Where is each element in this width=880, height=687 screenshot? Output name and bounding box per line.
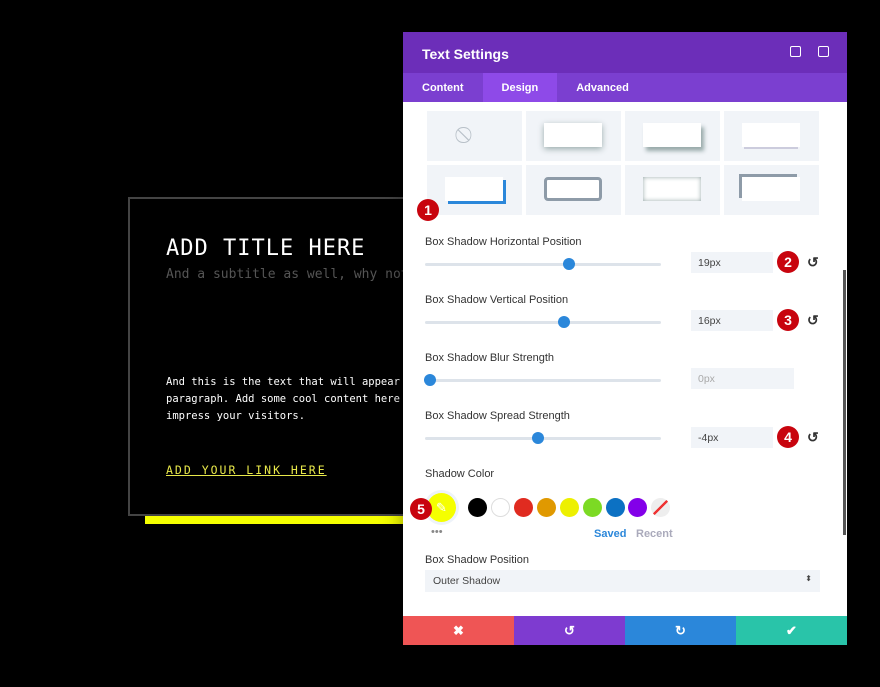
body-line: impress your visitors.: [166, 410, 306, 422]
slider-thumb[interactable]: [532, 432, 545, 444]
slider-thumb[interactable]: [558, 316, 571, 328]
action-bar: ✖ ↺ ↻ ✔: [403, 616, 847, 645]
tab-design[interactable]: Design: [482, 73, 558, 102]
spread-input[interactable]: -4px: [691, 427, 773, 448]
panel-title: Text Settings: [422, 46, 509, 62]
swatch-red[interactable]: [514, 498, 533, 517]
preset-6[interactable]: [526, 165, 621, 215]
field-label: Shadow Color: [425, 468, 495, 480]
step-badge: 5: [410, 498, 432, 520]
slider-thumb[interactable]: [423, 374, 436, 386]
slider-blur[interactable]: [423, 374, 661, 386]
swatch-black[interactable]: [468, 498, 487, 517]
preview-title: ADD TITLE HERE: [166, 236, 366, 261]
slider-vertical[interactable]: [425, 316, 661, 328]
select-value: Outer Shadow: [433, 575, 501, 587]
shadow-position-select[interactable]: Outer Shadow ⬍: [425, 570, 820, 592]
swatch-white[interactable]: [491, 498, 510, 517]
field-label: Box Shadow Blur Strength: [425, 352, 555, 364]
preview-subtitle: And a subtitle as well, why not: [166, 267, 409, 282]
preset-7[interactable]: [625, 165, 720, 215]
step-badge: 3: [777, 309, 799, 331]
reset-icon[interactable]: ↺: [807, 312, 819, 328]
preset-2[interactable]: [526, 111, 621, 161]
fullscreen-icon[interactable]: [790, 46, 801, 57]
tab-content[interactable]: Content: [422, 82, 464, 94]
slider-thumb[interactable]: [562, 258, 575, 270]
preview-link[interactable]: ADD YOUR LINK HERE: [166, 463, 327, 477]
field-label: Box Shadow Horizontal Position: [425, 236, 582, 248]
blur-input[interactable]: 0px: [691, 368, 794, 389]
swatch-yellow[interactable]: [560, 498, 579, 517]
tab-bar: Content Design Advanced: [403, 73, 847, 102]
cancel-button[interactable]: ✖: [403, 616, 514, 645]
select-arrows-icon: ⬍: [805, 574, 812, 583]
tab-advanced[interactable]: Advanced: [576, 82, 629, 94]
slider-horizontal[interactable]: [425, 258, 661, 270]
field-label: Box Shadow Vertical Position: [425, 294, 569, 306]
swatch-transparent[interactable]: [651, 498, 670, 517]
slider-spread[interactable]: [425, 432, 661, 444]
step-badge: 2: [777, 251, 799, 273]
field-label: Box Shadow Spread Strength: [425, 410, 570, 422]
preset-3[interactable]: [625, 111, 720, 161]
preset-5-selected[interactable]: [427, 165, 522, 215]
vertical-input[interactable]: 16px: [691, 310, 773, 331]
body-line: And this is the text that will appear a: [166, 376, 413, 388]
body-line: paragraph. Add some cool content here t: [166, 393, 413, 405]
recent-tab[interactable]: Recent: [636, 528, 673, 540]
step-badge: 1: [417, 199, 439, 221]
preset-8[interactable]: [724, 165, 819, 215]
preset-4[interactable]: [724, 111, 819, 161]
step-badge: 4: [777, 426, 799, 448]
panel-header: Text Settings: [403, 32, 847, 73]
swatch-purple[interactable]: [628, 498, 647, 517]
preset-none[interactable]: ⃠: [427, 111, 522, 161]
sidebar-toggle-icon[interactable]: [818, 46, 829, 57]
horizontal-input[interactable]: 19px: [691, 252, 773, 273]
swatch-green[interactable]: [583, 498, 602, 517]
scrollbar[interactable]: [843, 270, 846, 535]
preview-card: ADD TITLE HERE And a subtitle as well, w…: [128, 197, 418, 516]
swatch-blue[interactable]: [606, 498, 625, 517]
field-label: Box Shadow Position: [425, 554, 529, 566]
redo-button[interactable]: ↻: [625, 616, 736, 645]
reset-icon[interactable]: ↺: [807, 254, 819, 270]
shadow-presets: ⃠: [427, 111, 819, 215]
text-settings-panel: Text Settings Content Design Advanced ⃠ …: [403, 32, 847, 645]
more-icon[interactable]: •••: [431, 526, 443, 538]
swatch-orange[interactable]: [537, 498, 556, 517]
preview-body: And this is the text that will appear a …: [166, 374, 413, 425]
reset-icon[interactable]: ↺: [807, 429, 819, 445]
undo-button[interactable]: ↺: [514, 616, 625, 645]
save-button[interactable]: ✔: [736, 616, 847, 645]
saved-tab[interactable]: Saved: [594, 528, 627, 540]
